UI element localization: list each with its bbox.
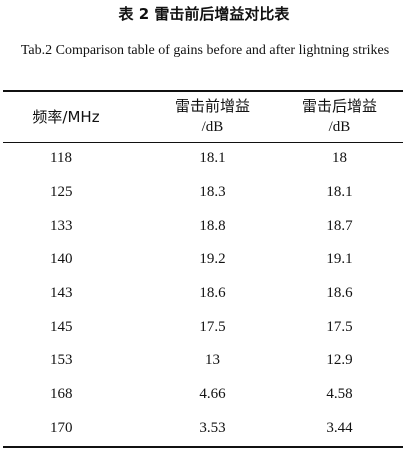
cell-gain-after: 18.6 [326,285,353,302]
table-row: 145 17.5 17.5 [3,310,403,344]
cell-frequency: 140 [50,251,73,268]
cell-frequency: 153 [50,352,73,369]
header-gain-after-title: 雷击后增益 [301,96,377,115]
table-row: 140 19.2 19.1 [3,243,403,277]
cell-frequency: 143 [50,285,73,302]
table-header: 频率/MHz 雷击前增益 /dB 雷击后增益 /dB [3,91,403,142]
table-row: 143 18.6 18.6 [3,277,403,311]
cell-gain-after: 4.58 [326,386,353,403]
header-frequency: 频率/MHz [3,91,149,142]
cell-gain-before: 13 [205,352,220,369]
cell-frequency: 145 [50,318,73,335]
cell-gain-after: 17.5 [326,318,353,335]
header-frequency-label: 频率/MHz [32,108,100,126]
cell-gain-before: 4.66 [199,386,226,403]
cell-gain-before: 18.3 [199,184,226,201]
table-row: 168 4.66 4.58 [3,378,403,412]
table-caption-chinese: 表 2 雷击前后增益对比表 [118,5,290,23]
table-top-rule [3,90,403,92]
table-header-rule [3,142,403,143]
header-gain-before-title: 雷击前增益 [174,96,250,115]
table-bottom-rule [3,446,403,448]
cell-gain-before: 3.53 [199,419,226,436]
header-gain-after: 雷击后增益 /dB [276,91,403,142]
table-body: 118 18.1 18 125 18.3 18.1 133 18.8 18.7 … [3,142,403,445]
cell-frequency: 170 [50,419,73,436]
table-row: 133 18.8 18.7 [3,209,403,243]
gain-comparison-table: 频率/MHz 雷击前增益 /dB 雷击后增益 /dB 118 18.1 18 [3,91,403,445]
cell-gain-before: 18.8 [199,217,226,234]
cell-gain-before: 18.6 [199,285,226,302]
cell-frequency: 118 [50,150,72,167]
table-row: 118 18.1 18 [3,142,403,176]
header-gain-before-unit: /dB [201,118,224,135]
cell-gain-after: 18.1 [326,184,353,201]
table-row: 125 18.3 18.1 [3,176,403,210]
cell-gain-after: 19.1 [326,251,353,268]
cell-gain-after: 18 [332,150,347,167]
cell-gain-before: 18.1 [199,150,226,167]
header-gain-after-label: 雷击后增益 /dB [302,96,377,138]
table-row: 153 13 12.9 [3,344,403,378]
cell-frequency: 133 [50,217,73,234]
cell-gain-after: 3.44 [326,419,353,436]
cell-gain-after: 18.7 [326,217,353,234]
header-row: 频率/MHz 雷击前增益 /dB 雷击后增益 /dB [3,91,403,142]
cell-gain-after: 12.9 [326,352,353,369]
cell-frequency: 168 [50,386,73,403]
table-caption-english: Tab.2 Comparison table of gains before a… [20,43,390,58]
header-gain-before: 雷击前增益 /dB [149,91,276,142]
cell-frequency: 125 [50,184,73,201]
header-gain-after-unit: /dB [328,118,351,135]
cell-gain-before: 17.5 [199,318,226,335]
header-gain-before-label: 雷击前增益 /dB [175,96,250,138]
table-row: 170 3.53 3.44 [3,412,403,446]
cell-gain-before: 19.2 [199,251,226,268]
